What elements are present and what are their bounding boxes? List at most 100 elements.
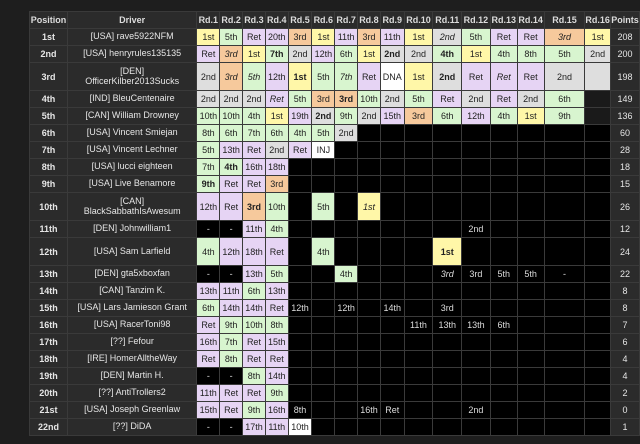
result-cell: Ret [242,333,266,351]
driver-cell: [??] AntiTrollers2 [66,384,198,402]
result-cell: 6th [242,282,266,300]
points-cell: 60 [609,124,640,142]
result-cell [334,350,359,368]
result-cell: 5th [287,90,313,108]
table-row: 5th [CAN] William Drowney 10th 10th 4th 1st 19… [29,107,640,125]
result-cell [461,237,491,266]
result-cell [584,62,611,91]
result-cell [516,124,545,142]
result-cell [357,367,381,385]
driver-name: [CAN] [120,195,145,206]
driver-cell: [IRE] HomerAlltheWay [66,350,198,368]
result-cell: 13th [196,282,221,300]
result-cell [334,384,359,402]
result-cell [461,124,491,142]
column-header: Rd.14 [516,11,545,29]
driver-name: [USA] Vincent Smiejan [86,127,178,138]
driver-name: [??] AntiTrollers2 [98,387,166,398]
driver-name: [USA] Lars Jamieson Grant [77,302,187,313]
driver-name: [USA] Joseph Greenlaw [84,404,181,415]
driver-cell: [DEN] Johnwilliam1 [66,220,198,238]
result-cell: 9th [334,107,359,125]
result-cell: 18th [264,158,289,176]
result-cell: 2nd [287,45,313,63]
result-cell: 2nd [334,124,359,142]
result-cell: DNA [379,62,405,91]
driver-name: [USA] henryrules135135 [83,48,182,59]
result-cell: Ret [264,237,289,266]
result-cell: 17th [242,418,266,436]
result-cell [379,350,405,368]
result-cell: Ret [219,401,244,419]
result-cell [403,384,434,402]
column-header: Rd.16 [584,11,611,29]
result-cell: Ret [219,192,244,221]
result-cell: 7th [334,62,359,91]
driver-name: [DEN] Johnwilliam1 [93,223,172,234]
result-cell: 14th [379,299,405,317]
result-cell [357,220,381,238]
result-cell [461,418,491,436]
result-cell [403,192,434,221]
result-cell [334,141,359,159]
result-cell: 8th [196,124,221,142]
result-cell: 15th [196,401,221,419]
result-cell: 5th [311,62,336,91]
result-cell: 2nd [461,401,491,419]
driver-cell: [USA] henryrules135135 [66,45,198,63]
result-cell: 2nd [219,90,244,108]
driver-cell: [IND] BleuCentenaire [66,90,198,108]
driver-cell: [USA] Vincent Lechner [66,141,198,159]
driver-cell: [CAN] BlackSabbathIsAwesum [66,192,198,221]
driver-name: [IND] BleuCentenaire [89,93,175,104]
points-cell: 7 [609,316,640,334]
result-cell [489,299,518,317]
position-cell: 12th [29,237,68,266]
result-cell [334,237,359,266]
result-cell: 9th [264,384,289,402]
result-cell: 11th [219,282,244,300]
result-cell [357,282,381,300]
result-cell: 5th [489,265,518,283]
result-cell [403,401,434,419]
result-cell: 7th [196,158,221,176]
result-cell: 5th [242,62,266,91]
result-cell: 12th [196,192,221,221]
column-header: Rd.7 [334,11,359,29]
result-cell: 14th [242,299,266,317]
result-cell [516,158,545,176]
result-cell: 7th [264,45,289,63]
driver-name: [CAN] Tanzim K. [99,285,166,296]
result-cell: 2nd [357,107,381,125]
result-cell: 10th [196,107,221,125]
position-cell: 7th [29,141,68,159]
table-row: 4th [IND] BleuCentenaire 2nd 2nd 2nd Ret 5th 3r… [29,90,640,108]
result-cell [543,316,586,334]
result-cell: 14th [219,299,244,317]
result-cell [584,367,611,385]
result-cell [461,384,491,402]
result-cell [543,350,586,368]
result-cell: 10th [264,192,289,221]
result-cell: 5th [543,45,586,63]
result-cell: 2nd [543,62,586,91]
driver-cell: [DEN] OfficerKilber2013Sucks [66,62,198,91]
result-cell [543,175,586,193]
result-cell [516,401,545,419]
result-cell [379,367,405,385]
result-cell: 5th [311,124,336,142]
result-cell [311,299,336,317]
driver-cell: [USA] Lars Jamieson Grant [66,299,198,317]
driver-cell: [CAN] Tanzim K. [66,282,198,300]
result-cell [334,333,359,351]
result-cell: 3rd [264,175,289,193]
driver-cell: [CAN] William Drowney [66,107,198,125]
result-cell: 12th [311,45,336,63]
result-cell: 2nd [516,90,545,108]
result-cell: 3rd [357,28,381,46]
result-cell [311,282,336,300]
result-cell [334,401,359,419]
result-cell: 19th [287,107,313,125]
result-cell [403,282,434,300]
result-cell: 2nd [311,107,336,125]
